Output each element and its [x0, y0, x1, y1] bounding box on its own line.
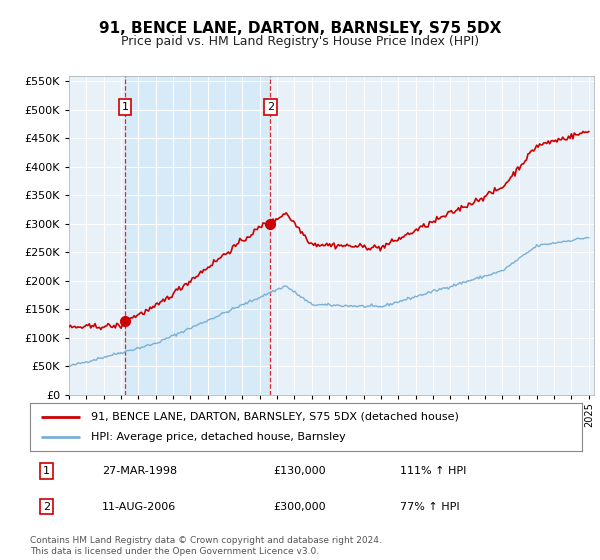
Text: HPI: Average price, detached house, Barnsley: HPI: Average price, detached house, Barn… [91, 432, 346, 442]
Text: 27-MAR-1998: 27-MAR-1998 [102, 466, 177, 476]
Text: £130,000: £130,000 [273, 466, 326, 476]
Text: 91, BENCE LANE, DARTON, BARNSLEY, S75 5DX (detached house): 91, BENCE LANE, DARTON, BARNSLEY, S75 5D… [91, 412, 458, 422]
Text: 11-AUG-2006: 11-AUG-2006 [102, 502, 176, 511]
Text: 77% ↑ HPI: 77% ↑ HPI [400, 502, 460, 511]
Text: 2: 2 [43, 502, 50, 511]
Text: 91, BENCE LANE, DARTON, BARNSLEY, S75 5DX: 91, BENCE LANE, DARTON, BARNSLEY, S75 5D… [99, 21, 501, 36]
Bar [125, 76, 271, 395]
Text: Contains HM Land Registry data © Crown copyright and database right 2024.
This d: Contains HM Land Registry data © Crown c… [30, 536, 382, 556]
Text: 1: 1 [43, 466, 50, 476]
Text: Price paid vs. HM Land Registry's House Price Index (HPI): Price paid vs. HM Land Registry's House … [121, 35, 479, 48]
Text: 1: 1 [121, 102, 128, 112]
Text: £300,000: £300,000 [273, 502, 326, 511]
Text: 2: 2 [267, 102, 274, 112]
Text: 111% ↑ HPI: 111% ↑ HPI [400, 466, 466, 476]
